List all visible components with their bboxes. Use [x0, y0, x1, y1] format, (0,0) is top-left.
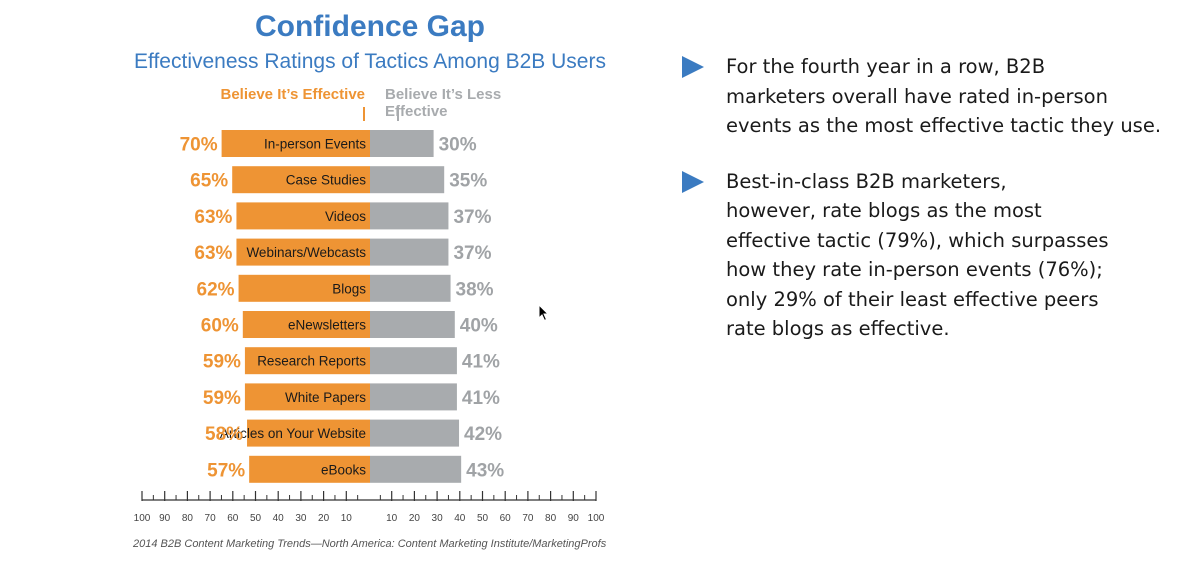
value-label-effective: 63% — [194, 207, 232, 228]
bar-effective — [232, 166, 370, 194]
bar-less-effective — [370, 166, 445, 194]
x-axis-tick-label: 20 — [318, 513, 330, 524]
bar-effective — [221, 130, 370, 157]
triangle-bullet-icon — [682, 56, 704, 78]
bar-effective — [247, 419, 370, 447]
x-axis-tick-label: 30 — [295, 513, 307, 524]
x-axis-tick-label: 30 — [432, 513, 444, 524]
value-label-effective: 59% — [203, 352, 241, 373]
bar-less-effective — [370, 419, 460, 447]
category-label: Blogs — [332, 281, 366, 296]
category-label: White Papers — [285, 390, 366, 405]
value-label-effective: 59% — [203, 388, 241, 409]
value-label-effective: 57% — [207, 460, 245, 481]
value-label-less-effective: 41% — [462, 388, 500, 409]
chart-subtitle: Effectiveness Ratings of Tactics Among B… — [134, 50, 606, 73]
x-axis-tick-label: 60 — [500, 513, 512, 524]
value-label-effective: 63% — [194, 243, 232, 264]
bar-less-effective — [370, 311, 455, 338]
category-label: In-person Events — [264, 137, 366, 152]
bar-effective — [236, 238, 370, 266]
x-axis-tick-label: 60 — [227, 513, 239, 524]
category-label: Webinars/Webcasts — [246, 245, 366, 260]
value-label-less-effective: 30% — [439, 135, 477, 156]
bullet-text: Best-in-class B2B marketers, however, ra… — [726, 169, 1109, 341]
bullet-item: Best-in-class B2B marketers, however, ra… — [682, 167, 1182, 344]
x-axis-tick-label: 80 — [182, 513, 194, 524]
category-label: Case Studies — [286, 173, 367, 188]
bar-less-effective — [370, 455, 462, 483]
x-axis-tick-label: 90 — [568, 513, 580, 524]
category-label: Videos — [325, 209, 366, 224]
value-label-less-effective: 40% — [460, 316, 498, 337]
value-label-less-effective: 41% — [462, 352, 500, 373]
x-axis-tick-label: 70 — [205, 513, 217, 524]
bar-effective — [236, 202, 370, 230]
x-axis-tick-label: 70 — [522, 513, 534, 524]
value-label-less-effective: 35% — [449, 171, 487, 192]
legend-less-effective: Believe It’s Less Effective — [385, 86, 502, 120]
bullet-text: For the fourth year in a row, B2B market… — [726, 55, 1162, 137]
triangle-bullet-icon — [682, 170, 704, 193]
legend-effective: Believe It’s Effective — [220, 86, 365, 103]
x-axis-tick-label: 40 — [454, 513, 466, 524]
chart-title: Confidence Gap — [254, 10, 486, 43]
bar-less-effective — [370, 347, 457, 375]
x-axis-tick-label: 100 — [134, 513, 151, 524]
value-label-less-effective: 42% — [464, 424, 502, 445]
value-label-effective: 58% — [205, 424, 243, 445]
x-axis-tick-label: 50 — [250, 513, 262, 524]
x-axis-tick-label: 10 — [386, 513, 398, 524]
value-label-less-effective: 43% — [466, 460, 504, 481]
category-label: eBooks — [321, 462, 366, 477]
bar-effective — [249, 455, 370, 483]
legend-less-effective-tick — [397, 107, 399, 121]
bullet-list: For the fourth year in a row, B2B market… — [682, 52, 1182, 370]
x-axis-tick-label: 80 — [545, 513, 557, 524]
bar-less-effective — [370, 383, 457, 411]
value-label-less-effective: 37% — [453, 243, 491, 264]
bar-less-effective — [370, 130, 434, 157]
category-label: Articles on Your Website — [220, 426, 366, 441]
value-label-less-effective: 38% — [456, 279, 494, 300]
bar-less-effective — [370, 202, 449, 230]
x-axis-tick-label: 40 — [273, 513, 285, 524]
mouse-cursor-icon — [538, 304, 550, 322]
value-label-effective: 62% — [197, 279, 235, 300]
legend-effective-tick — [363, 107, 365, 121]
x-axis-tick-label: 10 — [341, 513, 353, 524]
source-note: 2014 B2B Content Marketing Trends—North … — [133, 538, 607, 550]
x-axis-tick-label: 100 — [588, 513, 605, 524]
bar-less-effective — [370, 274, 451, 302]
diverging-bar-chart: In-person Events 70% 30% Case Studies 65% 35%… — [134, 130, 605, 524]
value-label-effective: 65% — [190, 171, 228, 192]
bar-effective — [244, 347, 370, 375]
category-label: eNewsletters — [288, 318, 366, 333]
category-label: Research Reports — [257, 354, 366, 369]
x-axis-tick-label: 90 — [159, 513, 171, 524]
x-axis-tick-label: 20 — [409, 513, 421, 524]
bar-effective — [238, 274, 370, 302]
bar-effective — [244, 383, 370, 411]
bar-less-effective — [370, 238, 449, 266]
value-label-effective: 60% — [201, 316, 239, 337]
x-axis-tick-label: 50 — [477, 513, 489, 524]
value-label-less-effective: 37% — [453, 207, 491, 228]
bullet-item: For the fourth year in a row, B2B market… — [682, 52, 1182, 141]
bar-effective — [242, 311, 370, 338]
value-label-effective: 70% — [180, 135, 218, 156]
